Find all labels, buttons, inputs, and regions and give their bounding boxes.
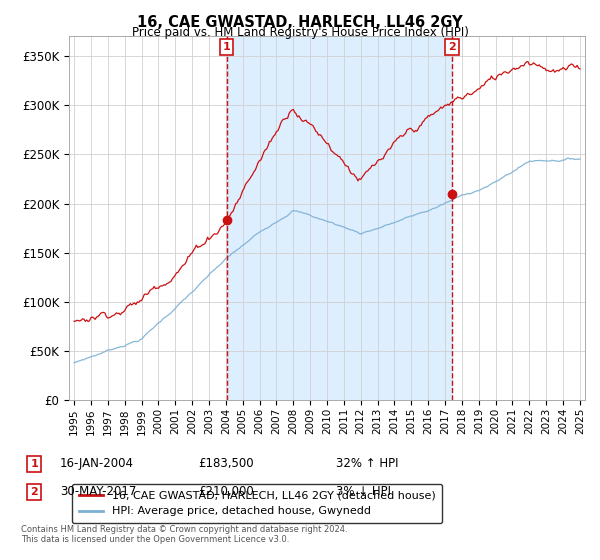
- Text: 2: 2: [31, 487, 38, 497]
- Text: 1: 1: [223, 42, 230, 52]
- Text: 1: 1: [31, 459, 38, 469]
- Text: 3% ↓ HPI: 3% ↓ HPI: [336, 485, 391, 498]
- Text: £210,000: £210,000: [198, 485, 254, 498]
- Bar: [227, 36, 452, 400]
- Text: 30-MAY-2017: 30-MAY-2017: [60, 485, 136, 498]
- Text: This data is licensed under the Open Government Licence v3.0.: This data is licensed under the Open Gov…: [21, 535, 289, 544]
- Text: 16-JAN-2004: 16-JAN-2004: [60, 457, 134, 470]
- Legend: 16, CAE GWASTAD, HARLECH, LL46 2GY (detached house), HPI: Average price, detache: 16, CAE GWASTAD, HARLECH, LL46 2GY (deta…: [72, 484, 442, 523]
- Text: 2: 2: [448, 42, 456, 52]
- Text: Price paid vs. HM Land Registry's House Price Index (HPI): Price paid vs. HM Land Registry's House …: [131, 26, 469, 39]
- Text: 16, CAE GWASTAD, HARLECH, LL46 2GY: 16, CAE GWASTAD, HARLECH, LL46 2GY: [137, 15, 463, 30]
- Text: Contains HM Land Registry data © Crown copyright and database right 2024.: Contains HM Land Registry data © Crown c…: [21, 525, 347, 534]
- Text: £183,500: £183,500: [198, 457, 254, 470]
- Text: 32% ↑ HPI: 32% ↑ HPI: [336, 457, 398, 470]
